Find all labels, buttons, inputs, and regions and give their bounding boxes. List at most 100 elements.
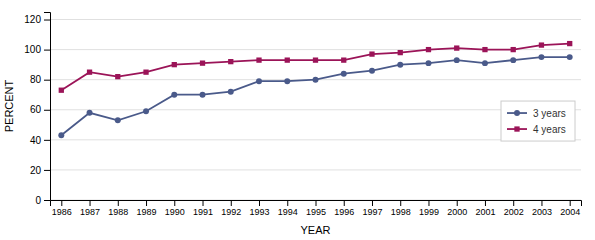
legend-item: 3 years bbox=[507, 108, 566, 119]
x-tick: 1994 bbox=[278, 200, 298, 217]
y-tick-mark bbox=[44, 110, 50, 111]
marker bbox=[397, 62, 403, 68]
legend-label: 3 years bbox=[533, 108, 566, 119]
marks bbox=[58, 41, 572, 138]
grid-line bbox=[50, 19, 581, 20]
x-tick: 1986 bbox=[52, 200, 72, 217]
y-tick-label: 100 bbox=[24, 44, 41, 55]
x-tick-mark bbox=[344, 200, 345, 206]
x-axis-title: YEAR bbox=[301, 224, 331, 236]
marker bbox=[369, 68, 375, 74]
x-tick: 1989 bbox=[137, 200, 157, 217]
x-tick-mark bbox=[90, 200, 91, 206]
y-axis-line bbox=[44, 13, 51, 201]
marker bbox=[256, 78, 262, 84]
x-tick-label: 1995 bbox=[306, 207, 326, 217]
x-tick-label: 2004 bbox=[560, 207, 580, 217]
x-tick-label: 1991 bbox=[193, 207, 213, 217]
x-tick-label: 2002 bbox=[504, 207, 524, 217]
marker bbox=[200, 60, 205, 65]
x-tick: 2002 bbox=[504, 200, 524, 217]
x-tick: 1998 bbox=[391, 200, 411, 217]
y-tick: 80 bbox=[30, 74, 50, 85]
x-tick: 1995 bbox=[306, 200, 326, 217]
plot: 1986 1987 1988 1989 1990 1991 1992 1993 1994 1995… bbox=[24, 13, 581, 218]
x-tick-label: 1993 bbox=[249, 207, 269, 217]
x-axis: 1986 1987 1988 1989 1990 1991 1992 1993 1994 1995… bbox=[51, 200, 582, 217]
marker bbox=[87, 110, 93, 116]
marker bbox=[228, 89, 234, 95]
marker bbox=[567, 41, 572, 46]
legend: 3 years 4 years bbox=[501, 101, 575, 141]
x-tick-label: 2003 bbox=[532, 207, 552, 217]
series-line bbox=[61, 44, 569, 91]
x-tick: 1988 bbox=[108, 200, 128, 217]
y-tick: 0 bbox=[35, 195, 50, 206]
x-tick: 1993 bbox=[249, 200, 269, 217]
y-tick: 40 bbox=[30, 135, 50, 146]
marker bbox=[228, 59, 233, 64]
x-tick: 1991 bbox=[193, 200, 213, 217]
marker bbox=[200, 92, 206, 98]
chart: 1986 1987 1988 1989 1990 1991 1992 1993 1994 1995… bbox=[0, 0, 595, 240]
x-tick-mark bbox=[118, 200, 119, 206]
x-tick-mark bbox=[541, 200, 542, 206]
x-tick: 1990 bbox=[165, 200, 185, 217]
x-tick-mark bbox=[513, 200, 514, 206]
x-tick: 1987 bbox=[80, 200, 100, 217]
x-tick-mark bbox=[372, 200, 373, 206]
x-tick: 2001 bbox=[475, 200, 495, 217]
x-tick-mark bbox=[146, 200, 147, 206]
legend-marker bbox=[514, 126, 519, 131]
legend-label: 4 years bbox=[533, 124, 566, 135]
x-tick-label: 1986 bbox=[52, 207, 72, 217]
marker bbox=[425, 60, 431, 66]
marker bbox=[87, 70, 92, 75]
x-tick-mark bbox=[287, 200, 288, 206]
x-tick: 2003 bbox=[532, 200, 552, 217]
marker bbox=[426, 47, 431, 52]
y-tick-mark bbox=[44, 50, 50, 51]
x-tick-mark bbox=[400, 200, 401, 206]
x-tick-label: 1989 bbox=[137, 207, 157, 217]
x-tick-mark bbox=[203, 200, 204, 206]
x-tick-mark bbox=[457, 200, 458, 206]
marker bbox=[539, 42, 544, 47]
x-tick-label: 1987 bbox=[80, 207, 100, 217]
marker bbox=[115, 74, 120, 79]
marker bbox=[341, 71, 347, 77]
series-markers bbox=[59, 41, 573, 93]
x-tick: 2004 bbox=[560, 200, 580, 217]
grid-line bbox=[50, 169, 581, 170]
marker bbox=[538, 54, 544, 60]
x-tick-label: 1997 bbox=[362, 207, 382, 217]
marker bbox=[115, 117, 121, 123]
marker bbox=[284, 78, 290, 84]
x-tick-mark bbox=[231, 200, 232, 206]
y-axis: 020406080100120 bbox=[24, 13, 50, 206]
x-tick-mark bbox=[259, 200, 260, 206]
x-tick-label: 1990 bbox=[165, 207, 185, 217]
x-tick-mark bbox=[570, 200, 571, 206]
x-tick-mark bbox=[316, 200, 317, 206]
marker bbox=[511, 47, 516, 52]
legend-marker bbox=[514, 110, 520, 116]
grid bbox=[50, 20, 581, 200]
x-tick-label: 1999 bbox=[419, 207, 439, 217]
y-tick-mark bbox=[44, 20, 50, 21]
marker bbox=[398, 50, 403, 55]
y-tick-label: 20 bbox=[30, 165, 42, 176]
x-tick-label: 2000 bbox=[447, 207, 467, 217]
x-tick-label: 1992 bbox=[221, 207, 241, 217]
marker bbox=[482, 60, 488, 66]
x-tick-mark bbox=[61, 200, 62, 206]
x-tick-label: 1988 bbox=[108, 207, 128, 217]
x-tick-label: 2001 bbox=[475, 207, 495, 217]
x-tick-mark bbox=[485, 200, 486, 206]
marker bbox=[567, 54, 573, 60]
marker bbox=[58, 132, 64, 138]
x-tick: 2000 bbox=[447, 200, 467, 217]
marker bbox=[143, 70, 148, 75]
legend-box bbox=[501, 101, 575, 141]
x-tick-label: 1994 bbox=[278, 207, 298, 217]
